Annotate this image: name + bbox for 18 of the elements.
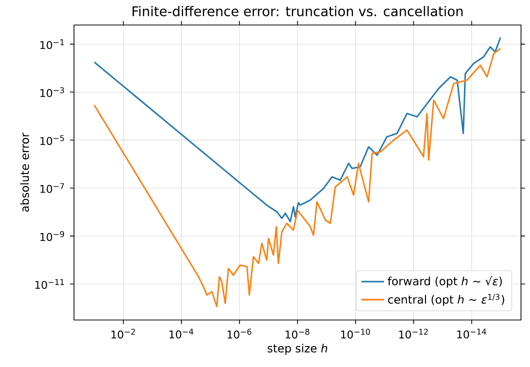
- chart-title: Finite-difference error: truncation vs. cancellation: [132, 6, 463, 16]
- y-tick-label: 10$^{−9}$: [40, 231, 64, 241]
- legend-label: forward (opt h ~ √ε): [388, 276, 502, 288]
- x-tick-label: 10$^{−6}$: [228, 328, 252, 339]
- x-tick-label: 10$^{−12}$: [399, 328, 428, 339]
- y-tick-label: 10$^{−11}$: [35, 279, 64, 289]
- y-tick-label: 10$^{−1}$: [40, 39, 64, 50]
- x-tick-label: 10$^{−8}$: [286, 328, 310, 339]
- y-axis-title: absolute error: [20, 132, 30, 212]
- y-tick-label: 10$^{−7}$: [40, 183, 64, 193]
- x-tick-label: 10$^{−2}$: [112, 328, 135, 339]
- legend-label: central (opt h ~ ε$^{1/3}$): [388, 294, 504, 306]
- y-tick-label: 10$^{−3}$: [40, 87, 64, 98]
- y-tick-label: 10$^{−5}$: [40, 135, 64, 145]
- x-axis-title: step size h: [268, 344, 328, 355]
- x-tick-label: 10$^{−14}$: [457, 328, 486, 338]
- x-tick-label: 10$^{−10}$: [341, 328, 370, 339]
- x-tick-label: 10$^{−4}$: [170, 328, 194, 338]
